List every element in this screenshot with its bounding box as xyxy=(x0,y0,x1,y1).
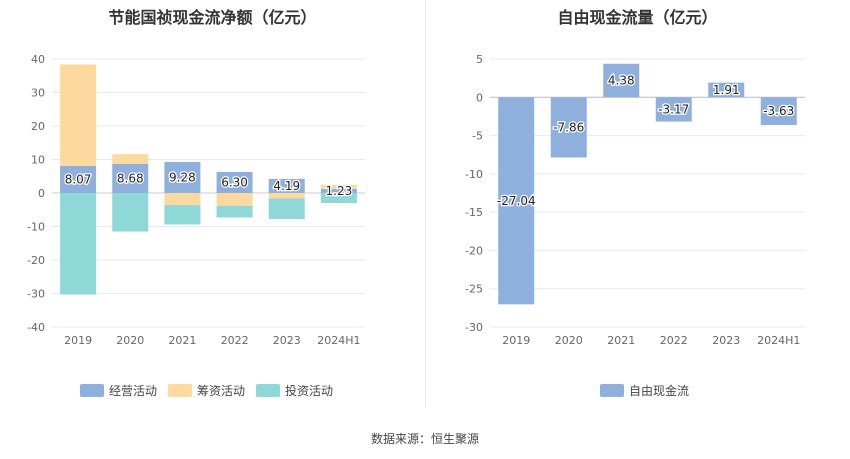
legend: 经营活动 筹资活动 投资活动 xyxy=(80,383,333,398)
investing-bar xyxy=(60,193,97,295)
legend-item: 自由现金流 xyxy=(600,383,689,398)
y-tick-label: -25 xyxy=(465,283,483,296)
legend-item: 筹资活动 xyxy=(168,384,245,398)
investing-bar xyxy=(216,205,253,218)
y-tick-label: 40 xyxy=(31,53,45,66)
data-label: 4.19 xyxy=(273,179,300,193)
operating-bar xyxy=(60,165,97,193)
legend-label: 自由现金流 xyxy=(629,383,689,398)
financing-bar xyxy=(164,193,201,206)
free-cash-flow-bar xyxy=(498,97,535,305)
operating-bar xyxy=(268,178,305,193)
x-tick-label: 2022 xyxy=(660,334,688,347)
data-label: -27.04 xyxy=(497,194,536,208)
cash-flow-net-chart: 节能国祯现金流净额（亿元） 40 30 20 10 0 -10 -20 -30 -40 8.07 2… xyxy=(0,0,425,420)
free-cash-flow-plot: 5 0 -5 -10 -15 -20 -25 -30 -27.04 2019 -7.86 2020 4.… xyxy=(465,53,805,398)
y-tick-label: 30 xyxy=(31,87,45,100)
y-tick-label: 0 xyxy=(476,91,483,104)
financing-bar xyxy=(216,193,253,206)
x-tick-label: 2024H1 xyxy=(757,334,800,347)
y-tick-label: 0 xyxy=(38,187,45,200)
free-cash-flow-bar xyxy=(760,97,797,126)
y-tick-label: -30 xyxy=(465,321,483,334)
chart-title: 自由现金流量（亿元） xyxy=(557,8,718,27)
operating-bar xyxy=(320,188,357,193)
data-label: 1.91 xyxy=(713,83,740,97)
x-tick-label: 2019 xyxy=(64,334,92,347)
data-label: 8.68 xyxy=(117,171,144,185)
x-tick-label: 2024H1 xyxy=(317,334,360,347)
x-tick-label: 2021 xyxy=(607,334,635,347)
investing-bar xyxy=(112,193,149,232)
free-cash-flow-bar xyxy=(708,82,745,98)
legend-label: 筹资活动 xyxy=(197,384,245,398)
y-tick-label: -15 xyxy=(465,206,483,219)
legend-swatch xyxy=(256,384,280,397)
y-tick-label: -10 xyxy=(27,221,45,234)
operating-bar xyxy=(216,171,253,193)
cash-flow-net-plot: 40 30 20 10 0 -10 -20 -30 -40 8.07 2019 8.68 2020 9.2… xyxy=(27,53,365,398)
operating-bar xyxy=(164,161,201,193)
data-label: 8.07 xyxy=(65,172,92,186)
investing-bar xyxy=(320,193,357,204)
legend-item: 投资活动 xyxy=(256,383,333,398)
financing-bar xyxy=(60,64,97,166)
x-tick-label: 2020 xyxy=(555,334,583,347)
free-cash-flow-bar xyxy=(550,97,587,158)
x-tick-label: 2022 xyxy=(221,334,249,347)
y-tick-label: 5 xyxy=(476,53,483,66)
x-tick-label: 2023 xyxy=(712,334,740,347)
y-tick-label: -30 xyxy=(27,288,45,301)
legend-swatch xyxy=(168,384,192,397)
legend-swatch xyxy=(600,384,624,397)
free-cash-flow-bar xyxy=(603,63,640,98)
data-source-note: 数据来源：恒生聚源 xyxy=(370,432,479,446)
x-tick-label: 2021 xyxy=(168,334,196,347)
panel-divider xyxy=(425,0,426,408)
financing-bar xyxy=(268,193,305,199)
legend: 自由现金流 xyxy=(600,383,689,398)
investing-bar xyxy=(268,198,305,220)
financing-bar xyxy=(112,154,149,164)
data-label: -7.86 xyxy=(553,120,584,134)
data-label: 6.30 xyxy=(221,175,248,189)
x-tick-label: 2020 xyxy=(116,334,144,347)
data-label: 1.23 xyxy=(326,184,353,198)
operating-bar xyxy=(112,163,149,193)
x-tick-label: 2019 xyxy=(502,334,530,347)
y-tick-label: -20 xyxy=(465,244,483,257)
data-label: 9.28 xyxy=(169,170,196,184)
financing-bar xyxy=(320,184,357,189)
y-tick-label: -20 xyxy=(27,254,45,267)
y-tick-label: 10 xyxy=(31,154,45,167)
x-tick-label: 2023 xyxy=(273,334,301,347)
chart-title: 节能国祯现金流净额（亿元） xyxy=(108,8,317,27)
legend-label: 投资活动 xyxy=(285,383,333,398)
legend-label: 经营活动 xyxy=(109,384,157,398)
data-label: -3.63 xyxy=(763,104,794,118)
y-tick-label: 20 xyxy=(31,120,45,133)
y-tick-label: -10 xyxy=(465,168,483,181)
legend-item: 经营活动 xyxy=(80,384,157,398)
free-cash-flow-chart: 自由现金流量（亿元） 5 0 -5 -10 -15 -20 -25 -30 -27.04 2019… xyxy=(425,0,850,420)
data-label: -3.17 xyxy=(658,102,689,116)
free-cash-flow-bar xyxy=(655,97,692,122)
data-label: 4.38 xyxy=(608,74,635,88)
y-tick-label: -40 xyxy=(27,321,45,334)
legend-swatch xyxy=(80,384,104,397)
investing-bar xyxy=(164,205,201,225)
y-tick-label: -5 xyxy=(472,130,483,143)
